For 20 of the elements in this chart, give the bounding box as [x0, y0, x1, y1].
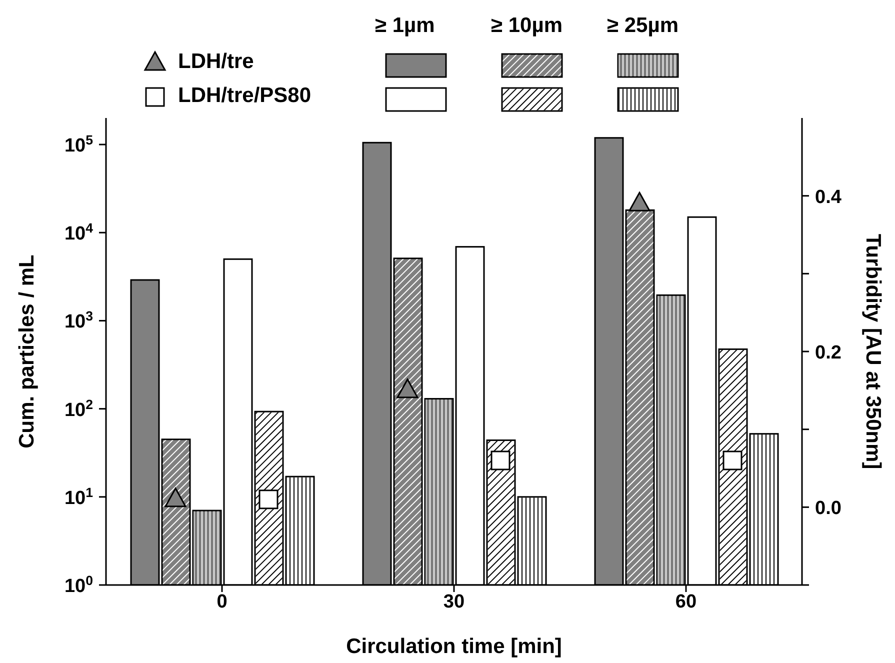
y-tick-label: 10$^{1}$	[64, 484, 94, 509]
y-tick-label: 10$^{0}$	[64, 572, 93, 597]
y2-tick-label: 0.0	[815, 498, 842, 520]
y2-tick-label: 0.2	[815, 342, 842, 364]
y-tick-label: 10$^{5}$	[64, 132, 94, 157]
y-tick-label: 10$^{4}$	[64, 220, 94, 245]
y2-axis-title: Turbidity [AU at 350nm]	[862, 234, 885, 470]
legend-label: LDH/tre/PS80	[178, 84, 312, 108]
text: ≥ 10µm	[491, 14, 562, 38]
y-tick-label: 10$^{3}$	[64, 308, 93, 333]
legend-label: LDH/tre	[178, 50, 254, 74]
x-axis-title: Circulation time [min]	[346, 635, 562, 658]
y-axis-title: Cum. particles / mL	[15, 254, 38, 448]
x-tick-label: 60	[675, 591, 697, 612]
text: ≥ 1µm	[375, 14, 435, 38]
text: ≥ 25µm	[607, 14, 678, 38]
x-tick-label: 0	[216, 591, 228, 612]
y2-tick-label: 0.4	[815, 186, 842, 208]
x-tick-label: 30	[443, 591, 465, 612]
y-tick-label: 10$^{2}$	[64, 396, 93, 421]
